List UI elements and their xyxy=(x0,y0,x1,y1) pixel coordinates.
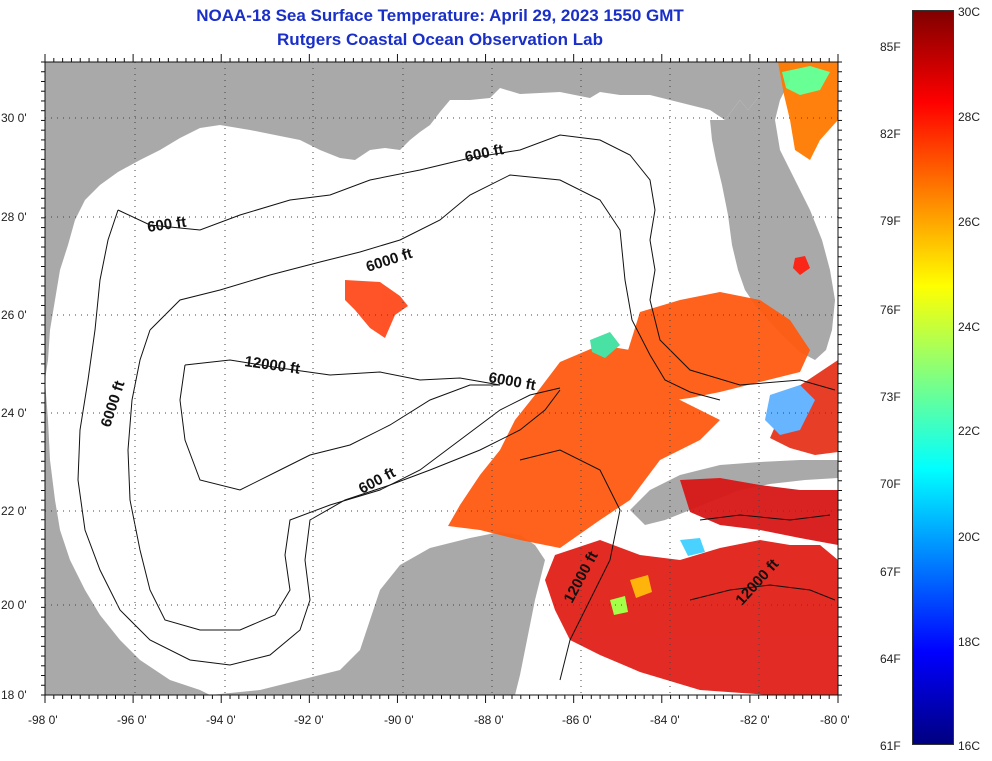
us-gulf-coast-land xyxy=(45,62,772,380)
tick-marks xyxy=(41,54,842,703)
lat-tick-label: 26 0' xyxy=(1,308,27,322)
colorbar-c-label: 26C xyxy=(958,215,981,229)
lon-tick-label: -90 0' xyxy=(384,713,414,727)
lon-tick-label: -82 0' xyxy=(740,713,770,727)
lat-tick-label: 28 0' xyxy=(1,210,27,224)
lon-tick-label: -96 0' xyxy=(117,713,147,727)
lat-tick-label: 20 0' xyxy=(1,598,27,612)
lat-tick-label: 22 0' xyxy=(1,504,27,518)
lon-tick-label: -92 0' xyxy=(294,713,324,727)
lon-axis-labels: -98 0' -96 0' -94 0' -92 0' -90 0' -88 0… xyxy=(28,713,850,727)
map-subtitle: Rutgers Coastal Ocean Observation Lab xyxy=(277,30,603,49)
lat-axis-labels: 30 0' 28 0' 26 0' 24 0' 22 0' 20 0' 18 0… xyxy=(1,111,27,702)
colorbar-f-label: 76F xyxy=(880,303,901,317)
colorbar-f-label: 73F xyxy=(880,390,901,404)
colorbar-c-label: 30C xyxy=(958,5,981,19)
colorbar-c-label: 28C xyxy=(958,110,981,124)
sst-data-layer xyxy=(345,62,838,695)
colorbar-f-label: 82F xyxy=(880,127,901,141)
lon-tick-label: -98 0' xyxy=(28,713,58,727)
mexico-west-coast-land xyxy=(45,380,210,695)
colorbar-f-label: 67F xyxy=(880,565,901,579)
colorbar-f-label: 64F xyxy=(880,652,901,666)
lat-tick-label: 18 0' xyxy=(1,688,27,702)
colorbar-c-label: 16C xyxy=(958,739,981,753)
colorbar-c-label: 24C xyxy=(958,320,981,334)
florida-land xyxy=(710,62,835,360)
yucatan-land xyxy=(210,532,545,695)
colorbar-f-label: 85F xyxy=(880,40,901,54)
contour-label: 600 ft xyxy=(146,214,187,236)
colorbar-f-label: 61F xyxy=(880,739,901,753)
temperature-colorbar xyxy=(912,10,954,745)
lon-tick-label: -94 0' xyxy=(206,713,236,727)
lon-tick-label: -84 0' xyxy=(650,713,680,727)
colorbar-c-label: 20C xyxy=(958,530,981,544)
lon-tick-label: -88 0' xyxy=(474,713,504,727)
cuba-land xyxy=(630,460,838,525)
map-title: NOAA-18 Sea Surface Temperature: April 2… xyxy=(196,6,684,25)
bathymetry-contours xyxy=(77,134,836,681)
lat-tick-label: 24 0' xyxy=(1,406,27,420)
colorbar-c-label: 18C xyxy=(958,635,981,649)
lon-tick-label: -86 0' xyxy=(562,713,592,727)
colorbar-c-label: 22C xyxy=(958,424,981,438)
lon-tick-label: -80 0' xyxy=(820,713,850,727)
graticule xyxy=(45,62,838,695)
lat-tick-label: 30 0' xyxy=(1,111,27,125)
colorbar-f-label: 70F xyxy=(880,477,901,491)
colorbar-f-label: 79F xyxy=(880,214,901,228)
